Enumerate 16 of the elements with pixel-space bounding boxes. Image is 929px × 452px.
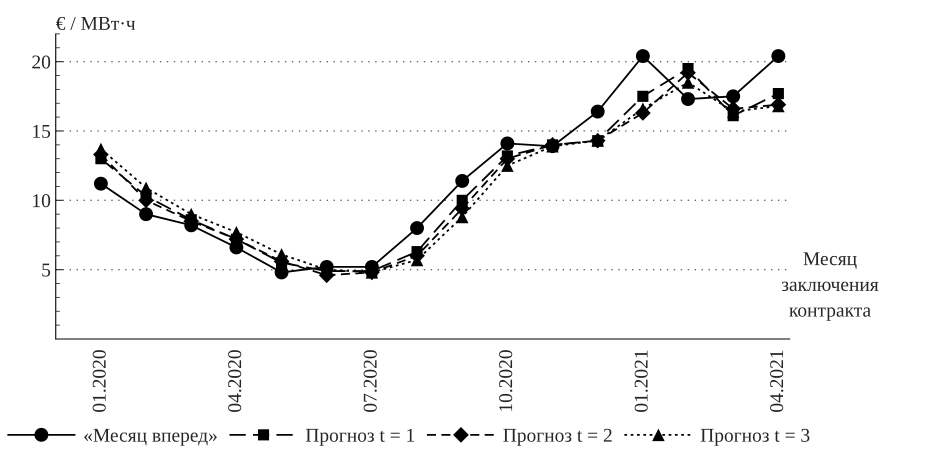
legend-label: Прогноз t = 3 (700, 428, 810, 446)
y-axis-title: € / МВт·ч (56, 16, 136, 30)
x-tick-label: 01.2021 (634, 350, 648, 412)
x-tick-label: 10.2020 (499, 350, 512, 411)
x-axis-title: Месяц заключения контракта (782, 252, 878, 321)
legend-label: Прогноз t = 1 (306, 428, 414, 446)
legend-label: Прогноз t = 2 (503, 428, 612, 446)
x-tick-label: 07.2020 (364, 350, 377, 412)
x-tick-label: 04.2021 (770, 350, 784, 412)
y-tick-label: 15 (33, 124, 50, 138)
x-tick-label: 01.2020 (92, 350, 106, 412)
y-tick-label: 5 (42, 264, 50, 277)
legend-label: «Месяц вперед» (84, 428, 217, 446)
y-tick-label: 20 (32, 55, 50, 69)
y-tick-label: 10 (33, 194, 50, 208)
x-tick-label: 04.2020 (228, 350, 242, 412)
